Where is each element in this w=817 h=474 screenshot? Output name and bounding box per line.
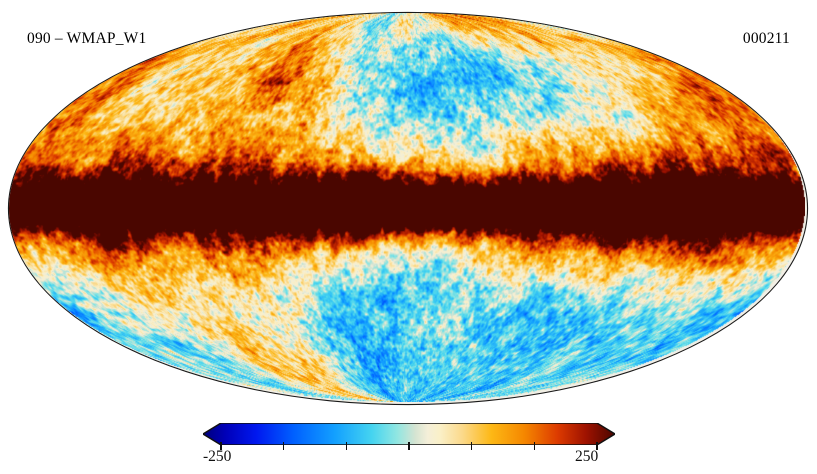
colorbar-bar bbox=[203, 423, 615, 450]
colorbar-tick bbox=[533, 442, 536, 450]
colorbar-tick bbox=[282, 442, 285, 450]
colorbar-tick bbox=[408, 442, 410, 450]
colorbar-tick bbox=[596, 442, 598, 450]
colorbar-max-label: 250 bbox=[575, 448, 599, 465]
colorbar-tick bbox=[345, 442, 348, 450]
mollweide-ellipse bbox=[9, 13, 807, 404]
colorbar-min-label: -250 bbox=[203, 448, 232, 465]
sky-map bbox=[9, 13, 807, 404]
cmb-sky-canvas bbox=[9, 13, 805, 402]
colorbar: -250 250 bbox=[0, 420, 817, 474]
colorbar-tick bbox=[220, 442, 222, 450]
colorbar-tick bbox=[470, 442, 473, 450]
